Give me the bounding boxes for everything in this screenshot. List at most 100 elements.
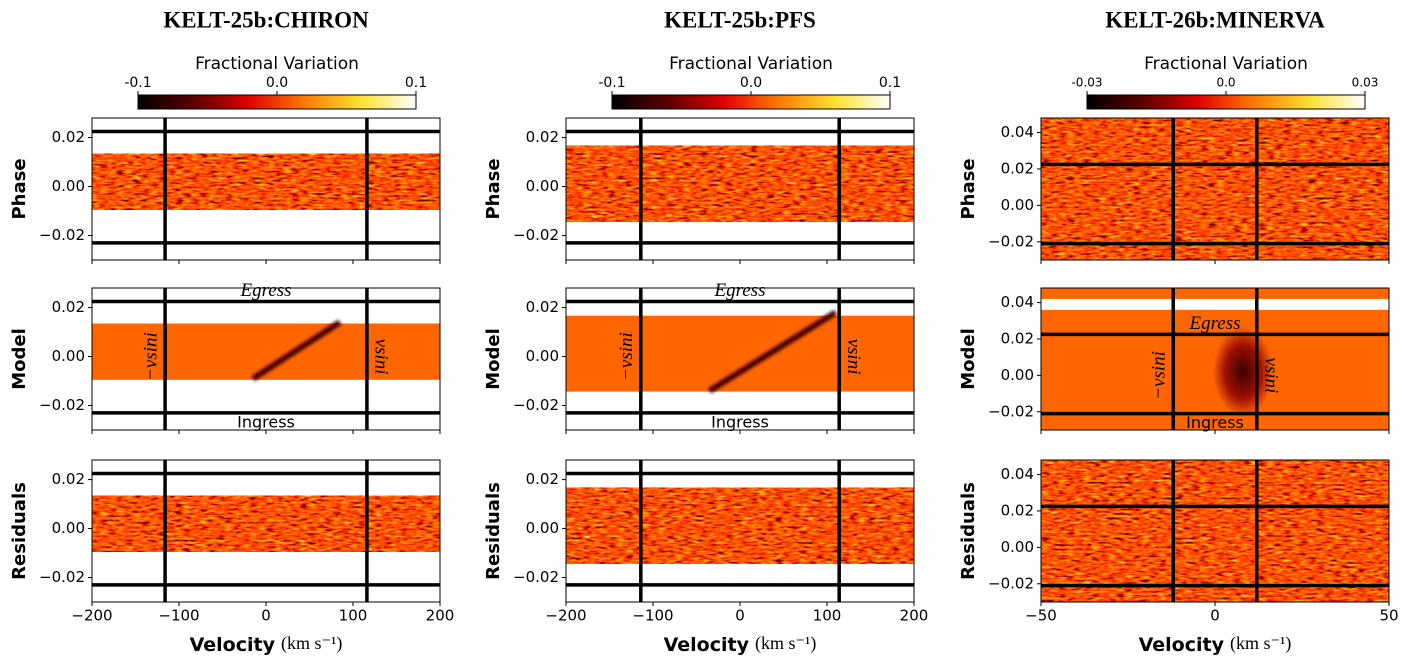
panel-plot bbox=[566, 460, 914, 602]
column-title: KELT-25b:CHIRON bbox=[163, 7, 369, 32]
y-axis-label: Model bbox=[483, 328, 504, 390]
minus-vsini-label: −vsini bbox=[616, 332, 637, 381]
x-tick-label: 0 bbox=[735, 607, 745, 625]
y-axis-label: Phase bbox=[9, 158, 30, 219]
y-tick-label: −0.02 bbox=[988, 574, 1034, 592]
egress-label: Egress bbox=[1188, 313, 1240, 334]
x-tick-label: −100 bbox=[158, 607, 199, 625]
panel-plot bbox=[1041, 288, 1389, 430]
x-axis-label: Velocity (km s⁻¹) bbox=[190, 633, 343, 655]
panel: Egress Ingress −vsini vsini −0.02 0.00 0.02 Mod… bbox=[483, 280, 915, 434]
y-axis-label: Residuals bbox=[958, 482, 979, 580]
colorbar bbox=[611, 94, 891, 110]
colorbar-tick-label: 0.1 bbox=[879, 75, 901, 91]
x-tick-label: −200 bbox=[545, 607, 586, 625]
panel: −0.02 0.00 0.02 −200 −100 0 100 200 Residuals bbox=[9, 459, 455, 625]
y-tick-label: 0.00 bbox=[526, 347, 559, 365]
y-tick-label: 0.00 bbox=[1001, 366, 1034, 384]
column-title: KELT-26b:MINERVA bbox=[1105, 7, 1325, 32]
vsini-label: vsini bbox=[371, 339, 392, 375]
colorbar-tick-label: -0.1 bbox=[124, 75, 151, 91]
ingress-label: Ingress bbox=[1186, 413, 1244, 432]
planet-shadow-track bbox=[707, 309, 838, 394]
y-tick-label: 0.04 bbox=[1001, 293, 1034, 311]
data-band bbox=[92, 153, 440, 210]
colorbar bbox=[137, 94, 417, 110]
y-axis-label: Phase bbox=[483, 158, 504, 219]
x-tick-label: 200 bbox=[426, 607, 455, 625]
colorbar-label: Fractional Variation bbox=[1144, 54, 1308, 74]
panel: −0.02 0.00 0.02 −200 −100 0 100 200 Residuals bbox=[483, 459, 929, 625]
x-tick-label: 100 bbox=[339, 607, 368, 625]
x-tick-label: 200 bbox=[900, 607, 929, 625]
panel-plot bbox=[92, 460, 440, 602]
y-axis-label: Residuals bbox=[483, 482, 504, 580]
colorbar-tick-label: 0.1 bbox=[405, 75, 427, 91]
y-tick-label: 0.02 bbox=[526, 128, 559, 146]
egress-label: Egress bbox=[239, 280, 291, 301]
x-tick-label: −200 bbox=[71, 607, 112, 625]
x-tick-label: 0 bbox=[1210, 607, 1220, 625]
panel: −0.02 0.00 0.02 Phase bbox=[483, 117, 915, 264]
panel-plot bbox=[92, 288, 440, 430]
column-title: KELT-25b:PFS bbox=[664, 7, 816, 32]
x-tick-label: 100 bbox=[813, 607, 842, 625]
colorbar-tick-label: 0.0 bbox=[266, 75, 288, 91]
y-tick-label: 0.00 bbox=[52, 347, 85, 365]
data-band bbox=[92, 495, 440, 552]
y-tick-label: 0.02 bbox=[526, 470, 559, 488]
panel-plot bbox=[566, 288, 914, 430]
panel-plot bbox=[566, 118, 914, 260]
x-axis-label: Velocity (km s⁻¹) bbox=[664, 633, 817, 655]
y-tick-label: −0.02 bbox=[39, 226, 85, 244]
y-tick-label: 0.02 bbox=[52, 128, 85, 146]
data-band bbox=[566, 487, 914, 564]
panel: −0.02 0.00 0.02 0.04 Phase bbox=[958, 117, 1390, 264]
panel: Egress Ingress −vsini vsini −0.02 0.00 0.02 Mod… bbox=[9, 280, 441, 434]
colorbar-tick-label: 0.03 bbox=[1352, 76, 1379, 90]
x-tick-label: −50 bbox=[1025, 607, 1057, 625]
planet-shadow-track bbox=[251, 319, 342, 382]
colorbar-label: Fractional Variation bbox=[195, 54, 359, 74]
x-axis-label-unit: (km s⁻¹) bbox=[281, 633, 342, 654]
y-tick-label: 0.02 bbox=[526, 298, 559, 316]
x-tick-label: −100 bbox=[632, 607, 673, 625]
data-band bbox=[1041, 118, 1389, 260]
y-tick-label: −0.02 bbox=[988, 402, 1034, 420]
colorbar bbox=[1086, 94, 1366, 110]
y-axis-label: Model bbox=[9, 328, 30, 390]
model-band bbox=[1041, 288, 1389, 299]
y-axis-label: Residuals bbox=[9, 482, 30, 580]
x-axis-label-unit: (km s⁻¹) bbox=[755, 633, 816, 654]
panel: −0.02 0.00 0.02 0.04 −50 0 50 Residuals bbox=[958, 459, 1399, 625]
y-axis-label: Phase bbox=[958, 158, 979, 219]
x-axis-label-name: Velocity bbox=[190, 634, 276, 656]
data-band bbox=[1041, 460, 1389, 602]
y-tick-label: −0.02 bbox=[513, 226, 559, 244]
ingress-label: Ingress bbox=[711, 412, 769, 431]
y-tick-label: 0.02 bbox=[1001, 501, 1034, 519]
x-tick-label: 50 bbox=[1379, 607, 1398, 625]
ingress-label: Ingress bbox=[237, 412, 295, 431]
panel-plot bbox=[1041, 460, 1389, 602]
y-tick-label: 0.00 bbox=[52, 519, 85, 537]
x-axis-label-name: Velocity bbox=[664, 634, 750, 656]
x-axis-label: Velocity (km s⁻¹) bbox=[1139, 633, 1292, 655]
x-tick-label: 0 bbox=[261, 607, 271, 625]
colorbar-tick-label: -0.1 bbox=[598, 75, 625, 91]
y-tick-label: −0.02 bbox=[988, 232, 1034, 250]
vsini-label: vsini bbox=[1260, 357, 1281, 393]
colorbar-tick-label: 0.0 bbox=[740, 75, 762, 91]
panel-plot bbox=[92, 118, 440, 260]
vsini-label: vsini bbox=[843, 339, 864, 375]
panel: Egress Ingress −vsini vsini −0.02 0.00 0.02 0.0… bbox=[958, 287, 1390, 434]
panel: −0.02 0.00 0.02 Phase bbox=[9, 117, 441, 264]
minus-vsini-label: −vsini bbox=[140, 332, 161, 381]
y-axis-label: Model bbox=[958, 328, 979, 390]
y-tick-label: 0.02 bbox=[1001, 159, 1034, 177]
y-tick-label: 0.02 bbox=[1001, 329, 1034, 347]
y-tick-label: 0.04 bbox=[1001, 123, 1034, 141]
x-axis-label-name: Velocity bbox=[1139, 634, 1225, 656]
